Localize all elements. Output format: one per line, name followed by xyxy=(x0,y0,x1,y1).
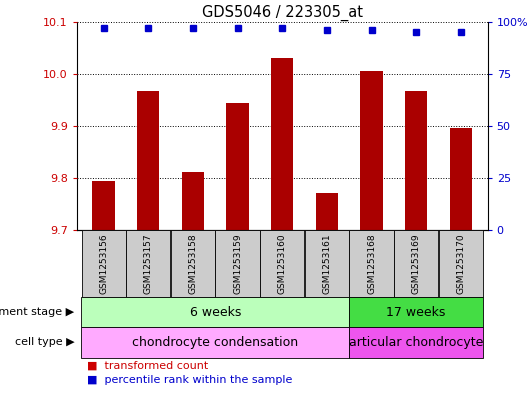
FancyBboxPatch shape xyxy=(82,230,126,297)
Text: chondrocyte condensation: chondrocyte condensation xyxy=(132,336,298,349)
Text: GSM1253170: GSM1253170 xyxy=(456,233,465,294)
Text: 17 weeks: 17 weeks xyxy=(386,306,446,319)
FancyBboxPatch shape xyxy=(81,297,349,327)
Text: GSM1253168: GSM1253168 xyxy=(367,233,376,294)
Bar xyxy=(137,91,160,230)
FancyBboxPatch shape xyxy=(349,230,394,297)
FancyBboxPatch shape xyxy=(349,327,483,358)
Bar xyxy=(405,91,427,230)
FancyBboxPatch shape xyxy=(439,230,483,297)
Text: GSM1253160: GSM1253160 xyxy=(278,233,287,294)
Text: GSM1253158: GSM1253158 xyxy=(189,233,198,294)
FancyBboxPatch shape xyxy=(126,230,170,297)
FancyBboxPatch shape xyxy=(305,230,349,297)
FancyBboxPatch shape xyxy=(81,327,349,358)
Text: GSM1253161: GSM1253161 xyxy=(322,233,331,294)
FancyBboxPatch shape xyxy=(349,297,483,327)
FancyBboxPatch shape xyxy=(171,230,215,297)
Bar xyxy=(360,72,383,230)
Title: GDS5046 / 223305_at: GDS5046 / 223305_at xyxy=(202,4,363,21)
Text: GSM1253157: GSM1253157 xyxy=(144,233,153,294)
Text: GSM1253159: GSM1253159 xyxy=(233,233,242,294)
Bar xyxy=(226,103,249,230)
Bar xyxy=(182,172,204,230)
Text: 6 weeks: 6 weeks xyxy=(190,306,241,319)
Bar xyxy=(316,193,338,230)
Bar xyxy=(449,128,472,230)
FancyBboxPatch shape xyxy=(260,230,304,297)
Text: cell type ▶: cell type ▶ xyxy=(14,338,74,347)
FancyBboxPatch shape xyxy=(216,230,260,297)
Text: ■  percentile rank within the sample: ■ percentile rank within the sample xyxy=(87,375,293,385)
Text: development stage ▶: development stage ▶ xyxy=(0,307,74,317)
Text: ■  transformed count: ■ transformed count xyxy=(87,361,209,371)
Text: GSM1253169: GSM1253169 xyxy=(412,233,421,294)
Text: articular chondrocyte: articular chondrocyte xyxy=(349,336,483,349)
FancyBboxPatch shape xyxy=(394,230,438,297)
Bar xyxy=(271,59,294,230)
Text: GSM1253156: GSM1253156 xyxy=(99,233,108,294)
Bar xyxy=(92,181,115,230)
